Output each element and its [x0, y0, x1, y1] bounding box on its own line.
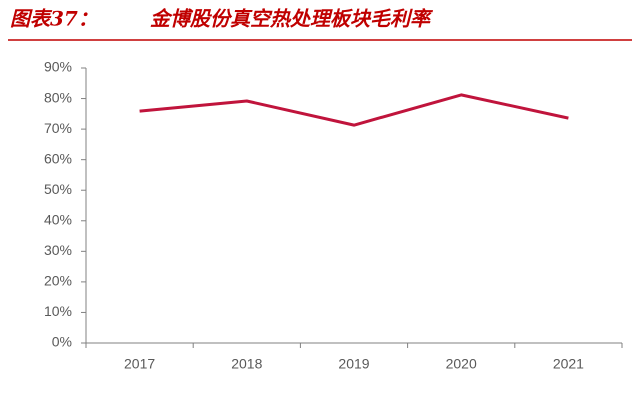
- x-tick-label: 2021: [553, 356, 584, 372]
- y-tick-label: 60%: [44, 150, 72, 166]
- y-tick-label: 80%: [44, 89, 72, 105]
- y-tick-label: 0%: [52, 334, 72, 350]
- x-tick-label: 2020: [446, 356, 477, 372]
- y-tick-label: 50%: [44, 181, 72, 197]
- x-tick-label: 2017: [124, 356, 155, 372]
- chart-title: 金博股份真空热处理板块毛利率: [150, 7, 434, 31]
- y-tick-label: 10%: [44, 303, 72, 319]
- y-tick-label: 40%: [44, 211, 72, 227]
- figure-label: 图表37：: [10, 7, 98, 31]
- y-tick-label: 90%: [44, 59, 72, 75]
- x-tick-label: 2019: [338, 356, 369, 372]
- y-tick-label: 30%: [44, 242, 72, 258]
- y-tick-label: 70%: [44, 120, 72, 136]
- x-tick-label: 2018: [231, 356, 262, 372]
- y-tick-label: 20%: [44, 273, 72, 289]
- line-series: [139, 93, 569, 127]
